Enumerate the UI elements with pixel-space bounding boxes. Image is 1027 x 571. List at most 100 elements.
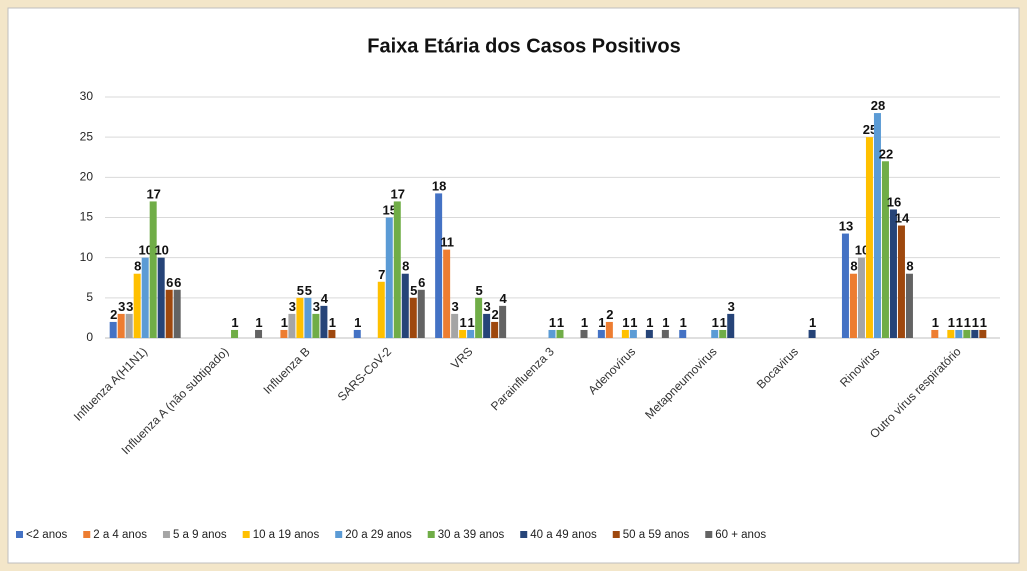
chart-title: Faixa Etária dos Casos Positivos — [367, 35, 680, 57]
bar — [597, 329, 605, 338]
bar — [231, 329, 239, 338]
bar — [401, 273, 409, 338]
data-label: 17 — [391, 186, 405, 201]
data-label: 1 — [956, 315, 963, 330]
bar — [296, 297, 304, 338]
data-label: 1 — [598, 315, 605, 330]
data-label: 8 — [402, 259, 409, 274]
bar — [133, 273, 141, 338]
bar — [971, 329, 979, 338]
bar — [141, 257, 149, 338]
data-label: 22 — [879, 146, 893, 161]
legend-label: 30 a 39 anos — [438, 529, 505, 541]
bar — [931, 329, 939, 338]
data-label: 1 — [964, 315, 971, 330]
bar — [661, 329, 669, 338]
data-label: 1 — [932, 315, 939, 330]
bar — [548, 329, 556, 338]
data-label: 3 — [289, 299, 296, 314]
data-label: 18 — [432, 178, 446, 193]
bar — [288, 313, 296, 338]
y-tick-label: 10 — [80, 250, 94, 264]
legend-swatch — [242, 531, 250, 538]
bar — [849, 273, 857, 338]
data-label: 1 — [980, 315, 987, 330]
bar — [467, 329, 475, 338]
data-label: 5 — [305, 283, 312, 298]
data-label: 6 — [418, 275, 425, 290]
bar — [719, 329, 727, 338]
data-label: 4 — [500, 291, 508, 306]
data-label: 1 — [231, 315, 238, 330]
data-label: 10 — [154, 243, 168, 258]
bar — [451, 313, 459, 338]
bar — [320, 305, 328, 338]
data-label: 1 — [630, 315, 637, 330]
data-label: 1 — [557, 315, 564, 330]
data-label: 8 — [134, 259, 141, 274]
bar — [255, 329, 263, 338]
data-label: 1 — [460, 315, 467, 330]
bar — [393, 201, 401, 338]
data-label: 1 — [468, 315, 475, 330]
bar — [955, 329, 963, 338]
data-label: 8 — [906, 259, 913, 274]
legend-label: 2 a 4 anos — [93, 529, 147, 541]
bar — [499, 305, 507, 338]
data-label: 1 — [581, 315, 588, 330]
data-label: 3 — [728, 299, 735, 314]
data-label: 3 — [484, 299, 491, 314]
y-tick-label: 20 — [80, 170, 94, 184]
bar — [409, 297, 417, 338]
bar — [443, 249, 451, 338]
bar — [109, 321, 117, 338]
data-label: 16 — [887, 194, 901, 209]
bar — [117, 313, 125, 338]
bar — [897, 225, 905, 338]
bar — [173, 289, 181, 338]
bar — [947, 329, 955, 338]
data-label: 10 — [855, 243, 869, 258]
data-label: 25 — [863, 122, 877, 137]
legend-label: 5 a 9 anos — [173, 529, 227, 541]
data-label: 1 — [549, 315, 556, 330]
data-label: 5 — [297, 283, 304, 298]
bar — [905, 273, 913, 338]
bar — [857, 257, 865, 338]
bar — [328, 329, 336, 338]
legend-swatch — [16, 531, 23, 538]
legend-label: 50 a 59 anos — [623, 529, 690, 541]
data-label: 3 — [313, 299, 320, 314]
bar — [963, 329, 971, 338]
data-label: 1 — [948, 315, 955, 330]
data-label: 1 — [712, 315, 719, 330]
bar — [475, 297, 483, 338]
bar — [621, 329, 629, 338]
y-tick-label: 30 — [80, 89, 94, 103]
data-label: 8 — [850, 259, 857, 274]
bar — [459, 329, 467, 338]
legend-label: 10 a 19 anos — [253, 529, 320, 541]
legend-swatch — [705, 531, 713, 538]
bar — [881, 161, 889, 338]
bar — [889, 209, 897, 338]
bar — [377, 281, 385, 338]
bar — [645, 329, 653, 338]
bar — [417, 289, 425, 338]
data-label: 13 — [839, 219, 853, 234]
bar — [865, 137, 873, 338]
legend-label: 40 a 49 anos — [530, 529, 597, 541]
bar — [873, 113, 881, 338]
data-label: 1 — [281, 315, 288, 330]
data-label: 14 — [895, 211, 910, 226]
data-label: 10 — [138, 243, 152, 258]
legend-label: 60 + anos — [715, 529, 766, 541]
data-label: 4 — [321, 291, 329, 306]
data-label: 2 — [606, 307, 613, 322]
bar — [312, 313, 320, 338]
data-label: 3 — [452, 299, 459, 314]
y-tick-label: 5 — [86, 290, 93, 304]
bar — [605, 321, 613, 338]
bar — [157, 257, 165, 338]
